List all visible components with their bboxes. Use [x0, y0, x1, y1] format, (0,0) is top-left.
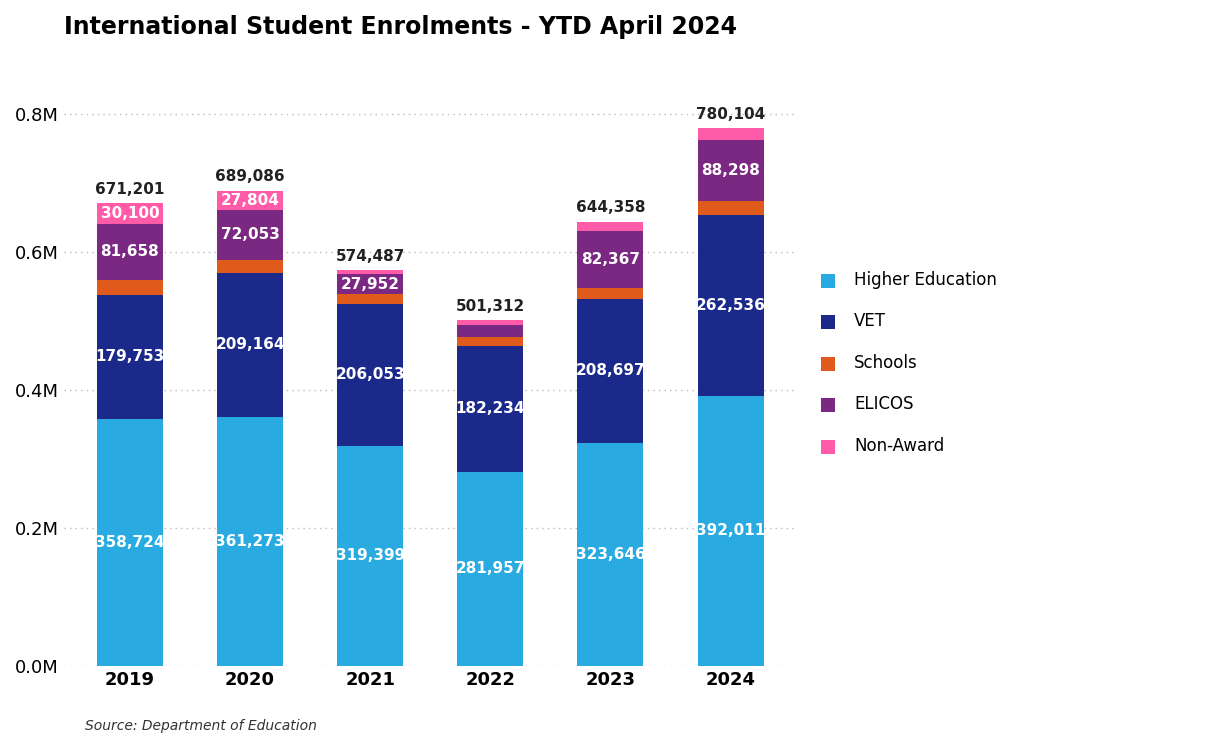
Text: International Student Enrolments - YTD April 2024: International Student Enrolments - YTD A… — [63, 15, 736, 39]
Bar — [458, 320, 523, 325]
Bar — [577, 299, 644, 443]
Bar — [577, 222, 644, 231]
Text: 27,952: 27,952 — [341, 276, 399, 292]
Bar — [337, 304, 403, 446]
Text: 281,957: 281,957 — [455, 562, 525, 576]
Bar — [458, 471, 523, 666]
Bar — [337, 274, 403, 293]
Bar — [97, 295, 163, 419]
Text: 574,487: 574,487 — [336, 248, 405, 264]
Text: 319,399: 319,399 — [336, 548, 405, 563]
Bar — [697, 396, 763, 666]
Bar — [697, 215, 763, 396]
Bar — [697, 201, 763, 215]
Bar — [337, 293, 403, 304]
Bar — [97, 280, 163, 295]
Text: 501,312: 501,312 — [455, 299, 525, 314]
Bar — [337, 446, 403, 666]
Bar — [217, 417, 284, 666]
Bar — [97, 224, 163, 280]
Text: 206,053: 206,053 — [336, 368, 405, 382]
Text: 361,273: 361,273 — [215, 534, 285, 549]
Bar — [217, 273, 284, 417]
Bar — [458, 325, 523, 337]
Text: 81,658: 81,658 — [101, 245, 159, 259]
Bar — [697, 128, 763, 139]
Text: Source: Department of Education: Source: Department of Education — [85, 719, 318, 733]
Text: 644,358: 644,358 — [576, 200, 645, 216]
Text: 27,804: 27,804 — [220, 193, 280, 207]
Bar — [697, 139, 763, 201]
Bar — [337, 270, 403, 274]
Text: 208,697: 208,697 — [576, 363, 645, 379]
Bar — [458, 346, 523, 471]
Text: 780,104: 780,104 — [696, 107, 765, 122]
Text: 182,234: 182,234 — [455, 401, 525, 416]
Text: 689,086: 689,086 — [215, 170, 285, 185]
Bar — [217, 259, 284, 273]
Bar — [97, 203, 163, 224]
Text: 209,164: 209,164 — [215, 337, 285, 352]
Text: 30,100: 30,100 — [101, 206, 159, 221]
Bar — [577, 443, 644, 666]
Text: 323,646: 323,646 — [576, 547, 645, 562]
Text: 82,367: 82,367 — [581, 252, 640, 268]
Text: 179,753: 179,753 — [95, 349, 164, 364]
Text: 72,053: 72,053 — [220, 227, 280, 242]
Bar — [577, 231, 644, 288]
Bar — [217, 210, 284, 259]
Bar — [577, 288, 644, 299]
Bar — [458, 337, 523, 346]
Text: 262,536: 262,536 — [696, 298, 765, 313]
Bar — [217, 190, 284, 210]
Text: 392,011: 392,011 — [696, 523, 765, 539]
Text: 671,201: 671,201 — [95, 182, 164, 197]
Text: 358,724: 358,724 — [95, 535, 164, 550]
Text: 88,298: 88,298 — [701, 162, 759, 178]
Legend: Higher Education, VET, Schools, ELICOS, Non-Award: Higher Education, VET, Schools, ELICOS, … — [812, 262, 1005, 463]
Bar — [97, 419, 163, 666]
